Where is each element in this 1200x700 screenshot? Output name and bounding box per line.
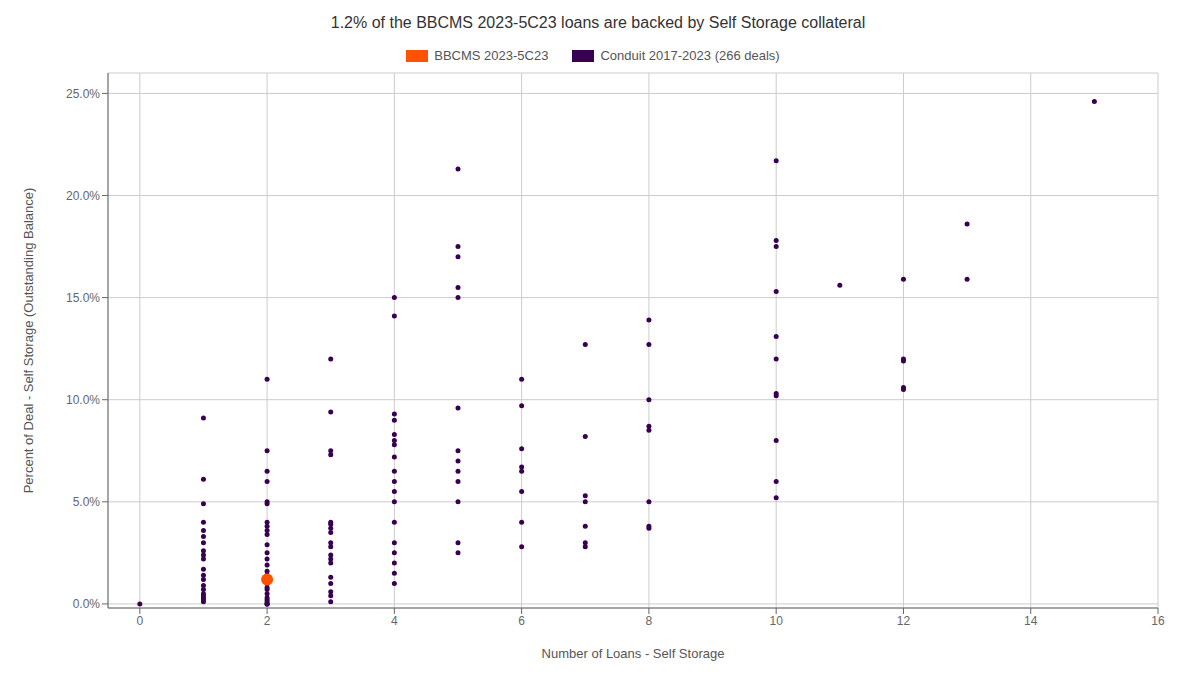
svg-text:10: 10 xyxy=(770,614,784,628)
html-text:Conduit 2017-2023 (266 deals): Conduit 2017-2023 (266 deals) xyxy=(600,48,780,63)
html-text:1.2% of the BBCMS 2023-5C23 lo: 1.2% of the BBCMS 2023-5C23 loans are ba… xyxy=(330,14,866,31)
svg-text:Number of Loans - Self Storage: Number of Loans - Self Storage xyxy=(542,646,725,661)
svg-text:12: 12 xyxy=(897,614,911,628)
svg-text:6: 6 xyxy=(518,614,525,628)
svg-text:20.0%: 20.0% xyxy=(66,189,100,203)
html-text:BBCMS 2023-5C23: BBCMS 2023-5C23 xyxy=(434,48,549,63)
svg-text:25.0%: 25.0% xyxy=(66,87,100,101)
svg-text:Percent of Deal - Self Storage: Percent of Deal - Self Storage (Outstand… xyxy=(21,188,36,494)
svg-text:2: 2 xyxy=(264,614,271,628)
svg-text:5.0%: 5.0% xyxy=(73,495,101,509)
svg-text:0.0%: 0.0% xyxy=(73,597,101,611)
svg-text:15.0%: 15.0% xyxy=(66,291,100,305)
svg-text:4: 4 xyxy=(391,614,398,628)
svg-text:14: 14 xyxy=(1024,614,1038,628)
svg-text:10.0%: 10.0% xyxy=(66,393,100,407)
svg-text:0: 0 xyxy=(136,614,143,628)
svg-text:8: 8 xyxy=(646,614,653,628)
svg-text:16: 16 xyxy=(1151,614,1165,628)
